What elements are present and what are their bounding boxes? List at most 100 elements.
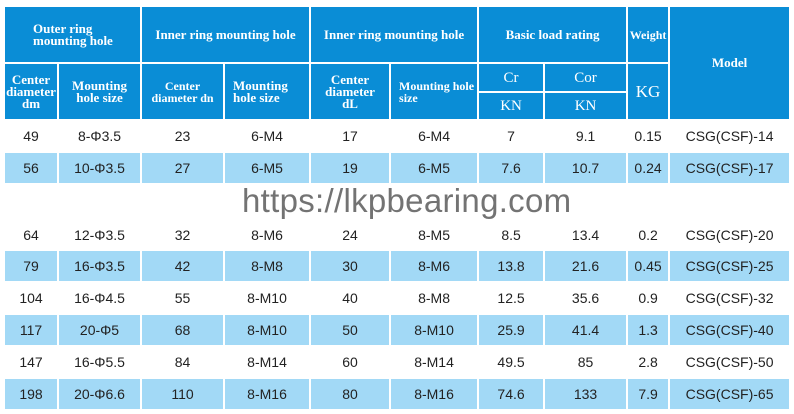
cell-center-dl: 80 [309, 377, 392, 411]
cell-weight: 0.15 [626, 119, 671, 153]
cell-center-dm: 79 [3, 249, 59, 283]
cell-cr: 7 [477, 119, 546, 153]
cell-inner-hole-size-2: 8-M10 [389, 313, 480, 347]
cell-inner-hole-size-2: 8-M6 [389, 249, 480, 283]
cell-model: CSG(CSF)-50 [668, 345, 792, 379]
cell-center-dm: 104 [3, 281, 59, 315]
header-center-dl: Center diameter dL [309, 62, 392, 121]
cell-cr: 25.9 [477, 313, 546, 347]
cell-center-dl: 19 [309, 151, 392, 185]
cell-inner-hole-size-2: 6-M4 [389, 119, 480, 153]
cell-outer-hole-size: 8-Φ3.5 [56, 119, 143, 153]
header-mount-size-3: Mounting hole size [389, 62, 480, 121]
cell-cr: 13.8 [477, 249, 546, 283]
cell-outer-hole-size: 20-Φ5 [56, 313, 143, 347]
cell-model: CSG(CSF)-14 [668, 119, 792, 153]
cell-outer-hole-size: 16-Φ3.5 [56, 249, 143, 283]
table-row: 56 10-Φ3.5 27 6-M5 19 6-M5 7.6 10.7 0.24 CSG(CSF)… [3, 151, 792, 185]
cell-center-dm: 147 [3, 345, 59, 379]
cell-inner-hole-size-1: 6-M4 [223, 119, 312, 153]
cell-center-dm: 49 [3, 119, 59, 153]
cell-cor: 41.4 [543, 313, 629, 347]
cell-center-dn: 84 [140, 345, 226, 379]
header-mount-size-2: Mounting hole size [223, 62, 312, 121]
cell-center-dn: 32 [140, 183, 226, 251]
cell-cor: 10.7 [543, 151, 629, 185]
watermark: https://lkpbearing.com [242, 182, 572, 219]
cell-center-dn: 55 [140, 281, 226, 315]
cell-center-dm: 64 [3, 183, 59, 251]
header-cor: Cor [543, 62, 629, 93]
header-cr: Cr [477, 62, 546, 93]
cell-center-dm: 117 [3, 313, 59, 347]
table-row: 64 12-Φ3.5 32 8-M6 24 8-M5 8.5 13.4 0.2 CSG(CSF)-… [3, 183, 792, 251]
table-row: 198 20-Φ6.6 110 8-M16 80 8-M16 74.6 133 7.9 CSG(C… [3, 377, 792, 411]
cell-cr: 49.5 [477, 345, 546, 379]
cell-inner-hole-size-2: 8-M16 [389, 377, 480, 411]
cell-outer-hole-size: 20-Φ6.6 [56, 377, 143, 411]
cell-weight: 1.3 [626, 313, 671, 347]
cell-inner-hole-size-1: 8-M10 [223, 281, 312, 315]
cell-model: CSG(CSF)-40 [668, 313, 792, 347]
cell-outer-hole-size: 16-Φ4.5 [56, 281, 143, 315]
cell-cor: 13.4 [543, 183, 629, 251]
cell-cr: 74.6 [477, 377, 546, 411]
header-mount-size-1: Mounting hole size [56, 62, 143, 121]
cell-inner-hole-size-1: 8-M10 [223, 313, 312, 347]
cell-inner-hole-size-1: 6-M5 [223, 151, 312, 185]
cell-outer-hole-size: 16-Φ5.5 [56, 345, 143, 379]
table-row: 147 16-Φ5.5 84 8-M14 60 8-M14 49.5 85 2.8 CSG(CSF… [3, 345, 792, 379]
cell-cr: 8.5 [477, 183, 546, 251]
cell-center-dm: 198 [3, 377, 59, 411]
cell-center-dn: 23 [140, 119, 226, 153]
cell-weight: 0.2 [626, 183, 671, 251]
cell-model: CSG(CSF)-25 [668, 249, 792, 283]
cell-center-dl: 24 [309, 183, 392, 251]
cell-cr: 12.5 [477, 281, 546, 315]
cell-cor: 9.1 [543, 119, 629, 153]
header-center-dm: Center diameter dm [3, 62, 59, 121]
cell-inner-hole-size-2: 8-M5 [389, 183, 480, 251]
cell-center-dn: 27 [140, 151, 226, 185]
cell-inner-hole-size-2: 8-M14 [389, 345, 480, 379]
cell-cor: 21.6 [543, 249, 629, 283]
cell-weight: 2.8 [626, 345, 671, 379]
table-row: 117 20-Φ5 68 8-M10 50 8-M10 25.9 41.4 1.3 CSG(CSF… [3, 313, 792, 347]
cell-model: CSG(CSF)-17 [668, 151, 792, 185]
cell-outer-hole-size: 12-Φ3.5 [56, 183, 143, 251]
cell-inner-hole-size-1: 8-M14 [223, 345, 312, 379]
cell-center-dl: 17 [309, 119, 392, 153]
cell-center-dl: 50 [309, 313, 392, 347]
cell-inner-hole-size-2: 8-M8 [389, 281, 480, 315]
cell-model: CSG(CSF)-32 [668, 281, 792, 315]
cell-center-dn: 110 [140, 377, 226, 411]
cell-cor: 85 [543, 345, 629, 379]
header-outer-ring: Outer ring mounting hole [2, 5, 143, 64]
cell-outer-hole-size: 10-Φ3.5 [56, 151, 143, 185]
cell-weight: 0.45 [626, 249, 671, 283]
cell-model: CSG(CSF)-65 [668, 377, 792, 411]
header-basic-load: Basic load rating [477, 5, 629, 64]
header-inner-ring-2: Inner ring mounting hole [309, 5, 480, 64]
cell-center-dl: 30 [309, 249, 392, 283]
cell-inner-hole-size-1: 8-M8 [223, 249, 312, 283]
header-model: Model [668, 5, 792, 121]
cell-inner-hole-size-1: 8-M6 [223, 183, 312, 251]
header-center-dn: Center diameter dn [140, 62, 226, 121]
cell-center-dl: 40 [309, 281, 392, 315]
cell-cor: 35.6 [543, 281, 629, 315]
header-kg: KG [626, 62, 671, 121]
cell-inner-hole-size-2: 6-M5 [389, 151, 480, 185]
cell-center-dn: 42 [140, 249, 226, 283]
header-kn-cr: KN [477, 91, 546, 121]
cell-weight: 0.9 [626, 281, 671, 315]
cell-center-dn: 68 [140, 313, 226, 347]
cell-center-dm: 56 [3, 151, 59, 185]
table-row: 104 16-Φ4.5 55 8-M10 40 8-M8 12.5 35.6 0.9 CSG(CS… [3, 281, 792, 315]
cell-weight: 0.24 [626, 151, 671, 185]
header-inner-ring-1: Inner ring mounting hole [140, 5, 312, 64]
bearing-spec-table: Outer ring mounting hole Inner ring moun… [2, 5, 792, 411]
table-row: 49 8-Φ3.5 23 6-M4 17 6-M4 7 9.1 0.15 CSG(CSF)-14 [3, 119, 792, 153]
header-weight: Weight [626, 5, 671, 64]
cell-cor: 133 [543, 377, 629, 411]
